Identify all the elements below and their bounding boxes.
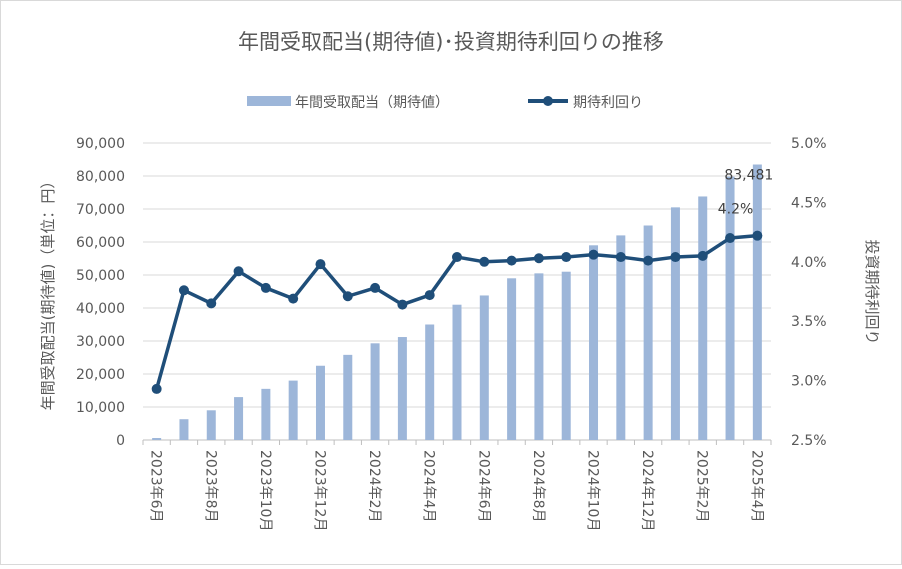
bar <box>397 337 407 440</box>
line-point <box>397 299 408 310</box>
bar <box>425 324 435 440</box>
x-tick-label: 2024年10月 <box>585 450 601 531</box>
y-axis-title: 年間受取配当(期待値)（単位：円） <box>39 174 57 411</box>
y2-axis-title: 投資期待利回り <box>863 239 881 344</box>
line-point <box>561 252 572 263</box>
data-labels: 4.2% 83,481 <box>718 168 774 218</box>
line-point <box>533 253 544 264</box>
line-point <box>452 252 462 263</box>
y-axis-left: 0 10,000 20,000 30,000 40,000 50,000 60,000 70,… <box>76 136 125 449</box>
bar <box>589 245 599 440</box>
x-tick-label: 2025年2月 <box>694 450 710 523</box>
line-point <box>288 293 299 304</box>
bar <box>670 207 680 440</box>
line-point <box>233 266 244 277</box>
yield-data-label: 4.2% <box>718 202 754 218</box>
bar <box>534 273 544 440</box>
line-point <box>151 383 162 394</box>
y-tick-label: 70,000 <box>76 202 125 218</box>
line-point <box>206 298 217 309</box>
bar <box>179 419 189 440</box>
line-point <box>588 249 599 260</box>
bar <box>261 388 271 440</box>
y-axis-right: 2.5% 3.0% 3.5% 4.0% 4.5% 5.0% <box>791 136 827 449</box>
y2-tick-label: 3.5% <box>791 314 827 330</box>
bar <box>315 365 325 440</box>
dividend-data-label: 83,481 <box>724 168 773 184</box>
bar <box>234 397 244 440</box>
y2-tick-label: 3.0% <box>791 374 827 390</box>
bar <box>152 438 162 440</box>
line-point <box>342 291 353 302</box>
x-tick-label: 2024年8月 <box>530 450 546 523</box>
x-axis: 2023年6月 2023年8月 2023年10月 2023年12月 2024年2月 202… <box>142 440 772 531</box>
bar <box>725 176 735 440</box>
legend-line-label: 期待利回り <box>573 95 643 111</box>
line-point <box>670 252 681 263</box>
bar <box>643 225 653 440</box>
legend: 年間受取配当（期待値） 期待利回り <box>247 95 643 111</box>
bar <box>479 295 489 440</box>
legend-line-marker <box>543 96 553 106</box>
bar-series <box>152 164 762 440</box>
bar <box>752 164 762 440</box>
line-series <box>151 230 763 394</box>
line-point <box>643 255 654 266</box>
chart-title: 年間受取配当(期待値)･投資期待利回りの推移 <box>238 30 664 54</box>
bar <box>343 354 353 440</box>
y-tick-label: 50,000 <box>76 268 125 284</box>
y-tick-label: 30,000 <box>76 334 125 350</box>
y-tick-label: 40,000 <box>76 301 125 317</box>
x-tick-label: 2025年4月 <box>748 450 764 523</box>
bar <box>288 380 298 440</box>
y-tick-label: 10,000 <box>76 400 125 416</box>
y2-tick-label: 4.5% <box>791 195 827 211</box>
y2-tick-label: 4.0% <box>791 255 827 271</box>
line-point <box>725 233 736 244</box>
line-point <box>615 252 626 263</box>
x-tick-label: 2023年12月 <box>311 450 327 531</box>
x-tick-label: 2024年2月 <box>366 450 382 523</box>
x-tick-label: 2023年8月 <box>202 450 218 523</box>
line-point <box>697 250 708 261</box>
line-point <box>260 282 271 293</box>
y-tick-label: 80,000 <box>76 169 125 185</box>
bar <box>206 410 216 440</box>
line-point <box>315 259 326 270</box>
x-tick-label: 2024年4月 <box>421 450 437 523</box>
line-point <box>752 230 763 241</box>
bar <box>452 304 462 440</box>
x-tick-label: 2024年12月 <box>639 450 655 531</box>
x-tick-label: 2023年6月 <box>148 450 164 523</box>
bar <box>370 343 380 440</box>
x-tick-label: 2023年10月 <box>257 450 273 531</box>
y-tick-label: 20,000 <box>76 367 125 383</box>
y-tick-label: 0 <box>116 433 125 449</box>
line-point <box>370 282 381 293</box>
bar <box>698 196 708 440</box>
bar <box>561 271 571 440</box>
y-tick-label: 60,000 <box>76 235 125 251</box>
line-point <box>506 255 517 266</box>
y2-tick-label: 5.0% <box>791 136 827 152</box>
x-tick-label: 2024年6月 <box>475 450 491 523</box>
line-point <box>424 290 435 301</box>
bar <box>507 278 517 440</box>
y2-tick-label: 2.5% <box>791 433 827 449</box>
line-point <box>479 256 490 267</box>
legend-bar-swatch <box>247 96 291 106</box>
line-point <box>178 285 189 296</box>
y-tick-label: 90,000 <box>76 136 125 152</box>
legend-bar-label: 年間受取配当（期待値） <box>295 95 449 111</box>
bar <box>616 235 626 440</box>
